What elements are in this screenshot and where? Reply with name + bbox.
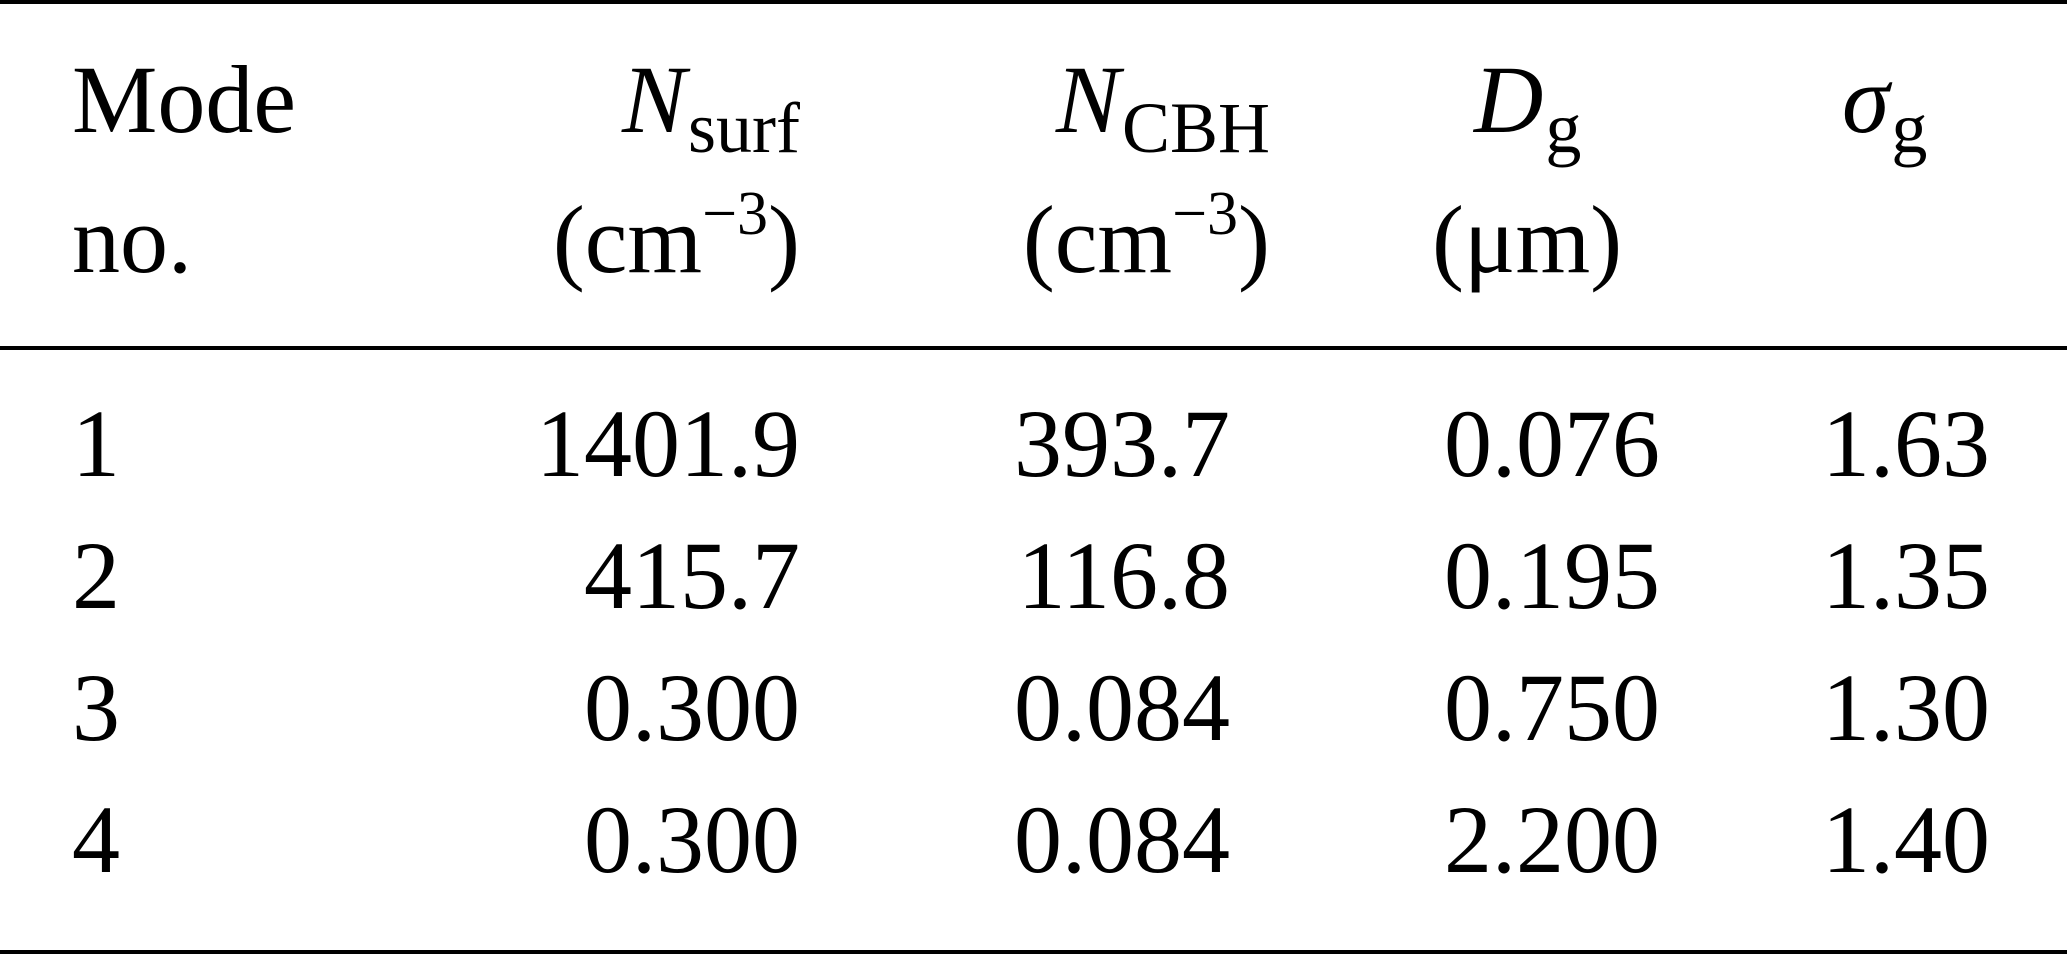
row-1-n-surf: 1401.9	[536, 390, 800, 497]
row-2-n-cbh: 116.8	[1017, 522, 1230, 629]
header-d-g: Dg	[1474, 52, 1581, 165]
n-surf-unit-open: (cm	[552, 186, 703, 293]
n-cbh-unit-open: (cm	[1022, 186, 1173, 293]
header-n-surf-unit: (cm−3)	[420, 183, 800, 288]
top-rule	[0, 0, 2067, 4]
row-2-mode: 2	[72, 522, 120, 629]
row-3-mode: 3	[72, 654, 120, 761]
n-surf-unit-close: )	[768, 186, 800, 293]
header-n-surf: Nsurf	[420, 52, 800, 165]
row-3-sigma-g: 1.30	[1822, 654, 1990, 761]
row-4-mode: 4	[72, 786, 120, 893]
row-2-sigma-g: 1.35	[1822, 522, 1990, 629]
bottom-rule	[0, 950, 2067, 954]
n-cbh-unit-close: )	[1238, 186, 1270, 293]
header-n-cbh-unit: (cm−3)	[900, 183, 1270, 288]
sigma-g-symbol: σ	[1842, 46, 1890, 153]
row-2-n-surf: 415.7	[584, 522, 800, 629]
row-4-d-g: 2.200	[1444, 786, 1660, 893]
row-4-n-cbh: 0.084	[1014, 786, 1230, 893]
n-cbh-unit-exponent: −3	[1172, 180, 1239, 248]
row-1-sigma-g: 1.63	[1822, 390, 1990, 497]
row-1-mode: 1	[72, 390, 120, 497]
sigma-g-subscript: g	[1891, 88, 1928, 168]
n-cbh-subscript: CBH	[1121, 88, 1270, 168]
header-rule	[0, 346, 2067, 350]
header-sigma-g: σg	[1842, 52, 1927, 165]
n-cbh-symbol: N	[1055, 46, 1120, 153]
header-n-cbh: NCBH	[900, 52, 1270, 165]
n-surf-subscript: surf	[688, 88, 800, 168]
header-mode-line1: Mode	[72, 46, 296, 153]
n-surf-symbol: N	[621, 46, 687, 153]
n-surf-unit-exponent: −3	[702, 180, 769, 248]
row-3-n-cbh: 0.084	[1014, 654, 1230, 761]
row-3-n-surf: 0.300	[584, 654, 800, 761]
row-1-n-cbh: 393.7	[1014, 390, 1230, 497]
row-2-d-g: 0.195	[1444, 522, 1660, 629]
row-4-sigma-g: 1.40	[1822, 786, 1990, 893]
row-1-d-g: 0.076	[1444, 390, 1660, 497]
header-d-g-unit: (μm)	[1432, 186, 1623, 293]
d-g-symbol: D	[1474, 46, 1544, 153]
header-mode-line2: no.	[72, 186, 192, 293]
row-4-n-surf: 0.300	[584, 786, 800, 893]
row-3-d-g: 0.750	[1444, 654, 1660, 761]
d-g-subscript: g	[1545, 88, 1582, 168]
